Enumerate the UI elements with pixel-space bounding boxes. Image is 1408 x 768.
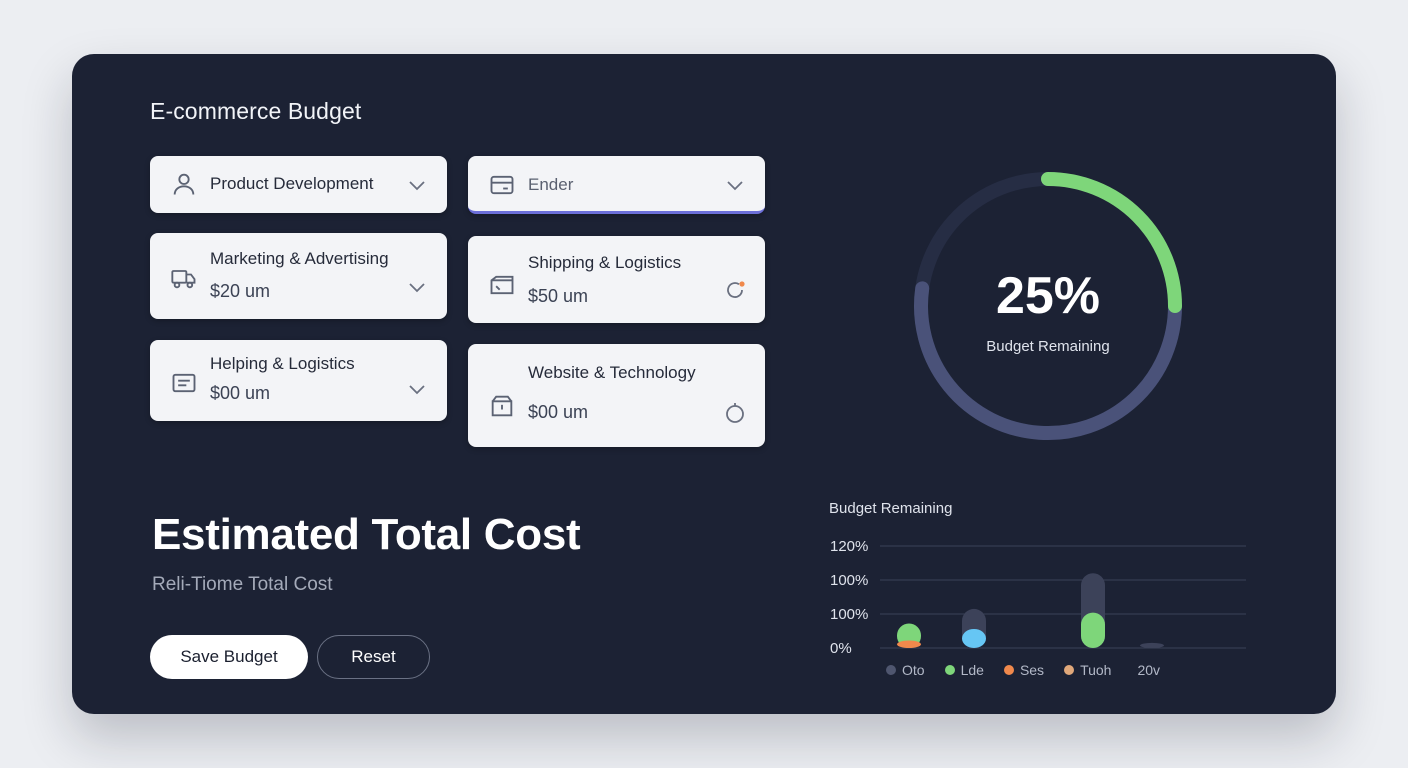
legend-item: Oto — [886, 662, 925, 678]
budget-panel: E-commerce Budget Product Development En… — [72, 54, 1336, 714]
bar — [897, 640, 921, 648]
reset-button[interactable]: Reset — [317, 635, 430, 679]
card-amount: $00 um — [528, 402, 589, 422]
card-amount: $20 um — [210, 281, 271, 301]
legend-label: Ses — [1019, 662, 1045, 678]
legend-swatch — [886, 665, 896, 675]
marketing-advertising-select[interactable]: Marketing & Advertising $20 um — [150, 233, 447, 319]
timer-icon[interactable] — [723, 401, 747, 425]
bar — [962, 628, 986, 648]
chevron-down-icon[interactable] — [723, 173, 747, 197]
helping-logistics-select[interactable]: Helping & Logistics $00 um — [150, 340, 447, 421]
ticket-icon — [488, 271, 516, 299]
card-name: Product Development — [210, 174, 374, 193]
page-title: E-commerce Budget — [150, 98, 362, 124]
y-tick-label: 0% — [830, 640, 852, 657]
legend-swatch — [1003, 665, 1014, 675]
chart-title: Budget Remaining — [829, 500, 953, 517]
card-name: Marketing & Advertising — [210, 249, 389, 268]
chevron-down-icon[interactable] — [405, 173, 429, 197]
budget-gauge: 25% Budget Remaining — [910, 168, 1186, 444]
card-icon — [488, 171, 516, 199]
card-name: Helping & Logistics — [210, 354, 355, 373]
website-technology-select[interactable]: Website & Technology $00 um — [468, 344, 765, 447]
gauge-progress — [1041, 172, 1182, 313]
y-tick-label: 100% — [830, 606, 868, 623]
gauge-label: Budget Remaining — [986, 338, 1110, 355]
legend-item: Lde — [944, 662, 984, 678]
chevron-down-icon[interactable] — [405, 275, 429, 299]
gauge-value: 25% — [995, 267, 1101, 325]
card-name: Website & Technology — [528, 363, 696, 382]
package-icon — [488, 392, 516, 420]
legend-label: Oto — [902, 662, 925, 678]
total-cost-subtitle: Reli-Tiome Total Cost — [152, 574, 333, 595]
legend-label: Tuoh — [1080, 662, 1112, 678]
product-development-select[interactable]: Product Development — [150, 156, 447, 213]
refresh-icon[interactable] — [723, 278, 747, 302]
gauge-ring — [914, 172, 1182, 440]
user-icon — [170, 170, 198, 198]
estimated-total-cost-heading: Estimated Total Cost — [152, 510, 581, 559]
legend-item: Ses — [1003, 662, 1045, 678]
ender-select[interactable]: Ender — [468, 156, 765, 214]
card-name: Ender — [528, 175, 574, 194]
save-budget-button[interactable]: Save Budget — [150, 635, 308, 679]
legend-item: Tuoh — [1064, 662, 1111, 678]
shipping-logistics-select[interactable]: Shipping & Logistics $50 um — [468, 236, 765, 323]
legend-label: Lde — [960, 662, 984, 678]
truck-icon — [170, 264, 198, 292]
budget-bar-chart: 120% 100% 100% 0% — [830, 538, 1246, 657]
y-tick-label: 100% — [830, 572, 868, 589]
legend-item: 20v — [1137, 662, 1160, 678]
y-tick-label: 120% — [830, 538, 868, 555]
card-amount: $50 um — [528, 286, 589, 306]
legend-label: 20v — [1137, 662, 1161, 678]
legend-swatch — [1064, 665, 1075, 675]
card-amount: $00 um — [210, 383, 271, 403]
chevron-down-icon[interactable] — [405, 377, 429, 401]
gauge-track — [914, 281, 1182, 440]
bar — [1140, 642, 1164, 648]
receipt-icon — [170, 369, 198, 397]
chart-legend: Oto Lde Ses Tuoh 20v — [886, 662, 1180, 678]
card-name: Shipping & Logistics — [528, 253, 682, 272]
legend-swatch — [944, 665, 955, 675]
bar — [1081, 612, 1105, 648]
